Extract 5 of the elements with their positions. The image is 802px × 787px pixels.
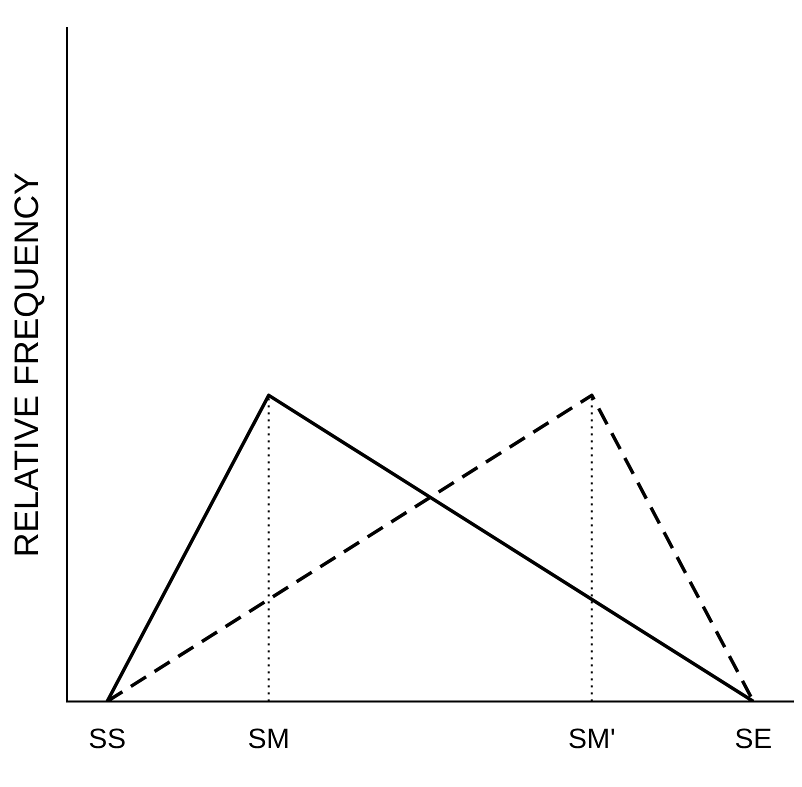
x-tick-label: SM' (568, 722, 616, 754)
x-tick-label: SE (734, 722, 772, 754)
x-tick-label: SM (248, 722, 290, 754)
y-axis-title: RELATIVE FREQUENCY (8, 172, 46, 558)
x-tick-label: SS (88, 722, 126, 754)
